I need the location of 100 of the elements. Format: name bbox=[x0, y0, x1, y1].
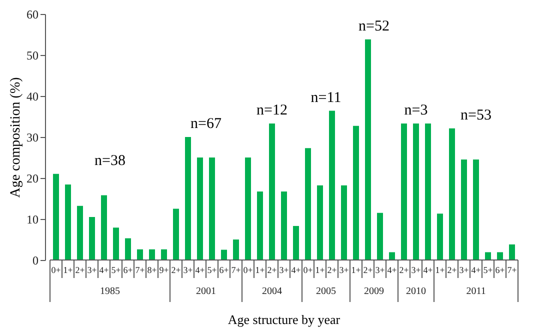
bar bbox=[341, 185, 347, 260]
x-tick-label: 3+ bbox=[339, 265, 349, 275]
x-tick-label: 6+ bbox=[123, 265, 133, 275]
y-tick-label: 20 bbox=[26, 172, 38, 186]
bar bbox=[329, 110, 335, 260]
x-tick-label: 1+ bbox=[63, 265, 73, 275]
x-tick-label: 3+ bbox=[459, 265, 469, 275]
bar bbox=[89, 216, 95, 260]
bar bbox=[389, 252, 395, 260]
bar bbox=[461, 160, 467, 260]
bar bbox=[509, 244, 515, 260]
bar bbox=[269, 123, 275, 260]
x-tick-label: 4+ bbox=[387, 265, 397, 275]
bar bbox=[221, 250, 227, 260]
bar bbox=[65, 184, 71, 260]
y-tick-label: 10 bbox=[26, 212, 38, 226]
text: 2001 bbox=[196, 286, 216, 297]
bar bbox=[497, 252, 503, 260]
bar bbox=[113, 228, 119, 260]
text: 2004 bbox=[262, 286, 282, 297]
bar bbox=[305, 148, 311, 260]
x-tick-label: 1+ bbox=[315, 265, 325, 275]
bar bbox=[173, 208, 179, 260]
x-tick-label: 1+ bbox=[435, 265, 445, 275]
bar bbox=[197, 158, 203, 260]
x-tick-label: 2+ bbox=[447, 265, 457, 275]
bar bbox=[77, 206, 83, 260]
y-tick-label: 30 bbox=[26, 130, 38, 144]
bar bbox=[437, 214, 443, 260]
bar bbox=[53, 174, 59, 260]
y-tick-label: 40 bbox=[26, 90, 38, 104]
bar bbox=[293, 226, 299, 260]
bar bbox=[185, 137, 191, 260]
bar bbox=[353, 126, 359, 260]
annotation: n=53 bbox=[460, 107, 492, 124]
bar bbox=[473, 160, 479, 260]
annotation: n=52 bbox=[358, 18, 390, 34]
x-tick-label: 7+ bbox=[507, 265, 517, 275]
bar bbox=[137, 249, 143, 260]
x-tick-label: 0+ bbox=[51, 265, 61, 275]
bar bbox=[209, 158, 215, 260]
x-tick-label: 2+ bbox=[75, 265, 85, 275]
bar bbox=[257, 192, 263, 260]
annotation: n=67 bbox=[190, 116, 222, 132]
annotation: n=12 bbox=[256, 102, 288, 118]
bar bbox=[281, 192, 287, 260]
bar bbox=[401, 123, 407, 260]
x-tick-label: 6+ bbox=[495, 265, 505, 275]
bar bbox=[317, 185, 323, 260]
x-tick-label: 4+ bbox=[423, 265, 433, 275]
bar bbox=[233, 240, 239, 260]
x-tick-label: 9+ bbox=[159, 265, 169, 275]
bar bbox=[485, 252, 491, 260]
bar bbox=[149, 249, 155, 260]
x-tick-label: 5+ bbox=[483, 265, 493, 275]
x-tick-label: 0+ bbox=[243, 265, 253, 275]
annotation: n=11 bbox=[310, 90, 342, 106]
annotation: n=3 bbox=[404, 102, 428, 118]
x-tick-label: 3+ bbox=[87, 265, 97, 275]
x-tick-label: 4+ bbox=[99, 265, 109, 275]
x-tick-label: 5+ bbox=[111, 265, 121, 275]
text: 2011 bbox=[466, 286, 486, 297]
bar bbox=[425, 123, 431, 260]
bar bbox=[101, 195, 107, 260]
x-tick-label: 7+ bbox=[231, 265, 241, 275]
text: 2005 bbox=[316, 286, 336, 297]
bar bbox=[161, 249, 167, 260]
x-tick-label: 0+ bbox=[303, 265, 313, 275]
x-tick-label: 2+ bbox=[267, 265, 277, 275]
text: 1985 bbox=[100, 286, 120, 297]
bar bbox=[245, 158, 251, 260]
x-tick-label: 1+ bbox=[351, 265, 361, 275]
y-tick-label: 0 bbox=[32, 254, 38, 268]
x-tick-label: 1+ bbox=[255, 265, 265, 275]
x-tick-label: 4+ bbox=[195, 265, 205, 275]
x-tick-label: 2+ bbox=[327, 265, 337, 275]
y-tick-label: 60 bbox=[26, 8, 38, 22]
text: 2009 bbox=[364, 286, 384, 297]
y-tick-label: 50 bbox=[26, 48, 38, 62]
x-tick-label: 5+ bbox=[207, 265, 217, 275]
x-tick-label: 3+ bbox=[375, 265, 385, 275]
bar bbox=[125, 238, 131, 260]
annotation: n=38 bbox=[94, 152, 126, 169]
text: 2010 bbox=[406, 286, 426, 297]
x-tick-label: 2+ bbox=[171, 265, 181, 275]
x-tick-label: 7+ bbox=[135, 265, 145, 275]
x-tick-label: 3+ bbox=[411, 265, 421, 275]
x-tick-label: 2+ bbox=[363, 265, 373, 275]
x-tick-label: 8+ bbox=[147, 265, 157, 275]
x-tick-label: 4+ bbox=[291, 265, 301, 275]
bar bbox=[449, 128, 455, 260]
x-tick-label: 6+ bbox=[219, 265, 229, 275]
y-axis-title: Age composition (%) bbox=[8, 76, 24, 198]
x-tick-label: 4+ bbox=[471, 265, 481, 275]
x-tick-label: 3+ bbox=[183, 265, 193, 275]
bar bbox=[377, 212, 383, 260]
x-tick-label: 3+ bbox=[279, 265, 289, 275]
x-axis-title: Age structure by year bbox=[228, 312, 341, 327]
bar bbox=[413, 123, 419, 260]
bar bbox=[365, 39, 371, 260]
